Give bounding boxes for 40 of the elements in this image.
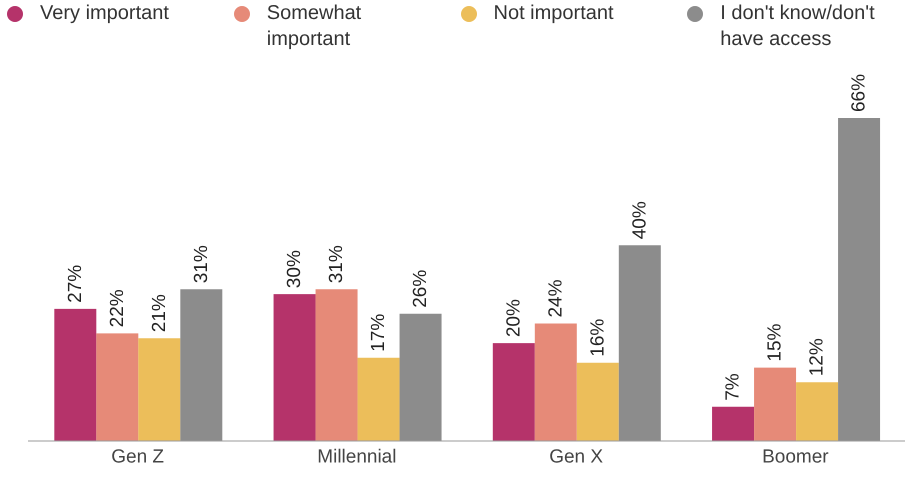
data-label: 12% xyxy=(806,338,828,376)
bar xyxy=(274,294,316,441)
data-label: 21% xyxy=(148,294,170,332)
data-label: 24% xyxy=(545,279,566,318)
bar xyxy=(838,118,880,441)
x-tick-label: Gen Z xyxy=(111,446,164,468)
legend-label: Very important xyxy=(40,1,170,26)
bar xyxy=(534,324,577,441)
data-label: 20% xyxy=(503,298,524,338)
x-tick-label: Gen X xyxy=(549,446,604,468)
bar xyxy=(618,245,661,441)
bar xyxy=(400,314,442,441)
data-label: 7% xyxy=(722,373,744,401)
data-label: 31% xyxy=(190,245,212,284)
bar xyxy=(358,358,400,441)
data-label: 15% xyxy=(764,323,786,362)
bar xyxy=(180,289,222,441)
data-label: 31% xyxy=(326,245,348,284)
data-label: 66% xyxy=(848,74,870,112)
x-tick-label: Boomer xyxy=(762,446,830,468)
legend-label: I don't know/don't have access xyxy=(720,1,876,52)
data-label: 40% xyxy=(629,201,650,240)
data-label: 22% xyxy=(106,289,128,328)
bar xyxy=(576,362,619,441)
data-label: 26% xyxy=(410,270,432,308)
bar xyxy=(492,343,535,441)
bar xyxy=(796,382,838,441)
bar xyxy=(96,333,138,441)
bar xyxy=(712,406,754,441)
x-tick-label: Millennial xyxy=(317,446,396,468)
data-label: 27% xyxy=(64,264,86,303)
legend-label: Somewhat important xyxy=(266,1,362,52)
data-label: 16% xyxy=(587,318,608,357)
bar xyxy=(316,289,358,441)
data-label: 17% xyxy=(368,314,390,352)
bar xyxy=(138,338,180,441)
legend-label: Not important xyxy=(494,1,615,26)
bar xyxy=(754,368,796,441)
data-label: 30% xyxy=(284,250,306,288)
bar xyxy=(54,308,96,441)
